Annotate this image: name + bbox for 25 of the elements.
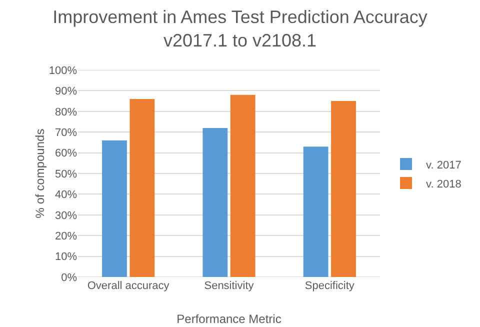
y-tick-label: 70% xyxy=(54,126,78,139)
x-axis-title: Performance Metric xyxy=(176,312,282,326)
bar xyxy=(102,140,127,277)
y-tick-label: 20% xyxy=(54,230,78,242)
y-tick-label: 10% xyxy=(54,251,78,264)
y-tick-label: 50% xyxy=(54,168,78,180)
bar xyxy=(303,146,328,277)
x-tick-label: Overall accuracy xyxy=(87,280,170,292)
x-tick-label: Specificity xyxy=(304,280,355,292)
bar xyxy=(202,128,228,277)
chart-title: Improvement in Ames Test Prediction Accuracy v2017.1 to v2108.1 xyxy=(52,6,428,50)
bar xyxy=(331,101,356,277)
bar xyxy=(130,98,155,277)
y-tick-label: 60% xyxy=(54,148,78,160)
y-tick-label: 30% xyxy=(54,210,78,222)
y-tick-label: 0% xyxy=(61,272,78,284)
y-axis-title: % of compounds xyxy=(33,128,47,218)
x-tick-label: Sensitivity xyxy=(204,280,254,292)
legend-label: v. 2018 xyxy=(426,178,462,190)
y-tick-label: 40% xyxy=(54,189,78,202)
y-tick-label: 90% xyxy=(54,86,78,98)
y-tick-label: 100% xyxy=(48,64,78,77)
y-tick-label: 80% xyxy=(54,106,78,118)
legend-label: v. 2017 xyxy=(426,159,462,172)
bar xyxy=(230,94,256,277)
